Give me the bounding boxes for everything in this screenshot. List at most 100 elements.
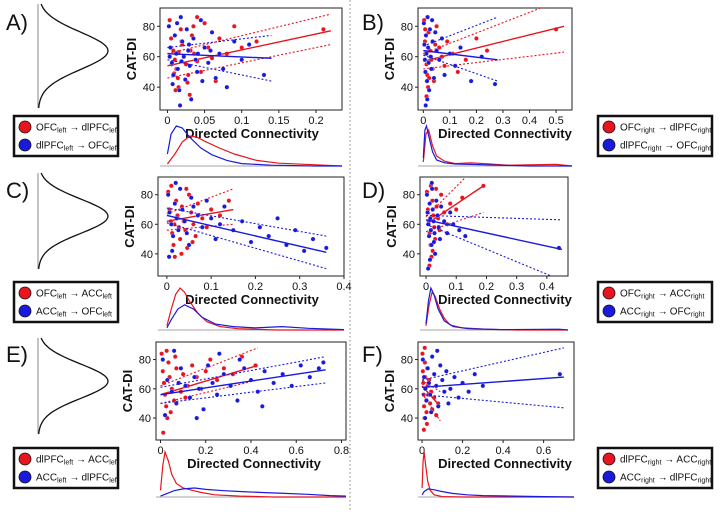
plot-data	[420, 345, 564, 433]
legend-to-sub: left	[109, 478, 118, 485]
data-point	[453, 207, 459, 212]
legend-arrow: →	[664, 141, 674, 152]
legend-to: OFC	[670, 307, 691, 318]
data-point	[429, 17, 435, 23]
data-point	[209, 30, 215, 35]
x-tick-label: 0.4	[522, 115, 537, 127]
y-tick-label: 60	[141, 219, 153, 231]
data-point	[421, 427, 427, 433]
legend-to-sub: right	[698, 146, 712, 153]
legend-to-sub: left	[109, 128, 118, 135]
legend-box	[596, 114, 714, 158]
data-point	[166, 360, 171, 365]
data-point	[222, 204, 227, 209]
series-blue	[166, 14, 272, 108]
data-point	[174, 401, 179, 406]
data-point	[423, 103, 429, 108]
data-point	[323, 245, 329, 251]
x-tick-label: 0	[164, 281, 170, 293]
data-point	[423, 69, 428, 75]
marginal-curve-blue	[421, 488, 575, 498]
legend-marker-red	[602, 120, 616, 134]
confidence-bound-lower	[423, 54, 498, 82]
series-red	[165, 183, 234, 260]
data-point	[177, 236, 183, 242]
data-point	[428, 227, 434, 233]
legend-from-sub: left	[57, 312, 66, 319]
series-red	[424, 177, 486, 269]
data-point	[171, 48, 176, 53]
legend-box	[12, 446, 120, 490]
data-point	[557, 371, 563, 377]
data-point	[193, 233, 198, 239]
legend-entry: ACCright → OFCright	[620, 307, 705, 319]
data-point	[420, 351, 425, 357]
data-point	[427, 26, 433, 32]
legend-to: ACC	[670, 289, 691, 300]
data-point	[432, 230, 437, 236]
confidence-bound-upper	[421, 347, 564, 381]
data-point	[172, 201, 178, 206]
data-point	[237, 357, 243, 362]
data-point	[160, 368, 166, 374]
legend-entry: OFCleft → ACCleft	[36, 289, 112, 301]
legend-from: OFC	[36, 123, 57, 134]
data-point	[226, 198, 232, 203]
series-blue	[424, 180, 563, 276]
data-point	[421, 20, 427, 26]
legend-from-sub: right	[641, 128, 655, 135]
legend-to-sub: left	[109, 146, 118, 153]
data-point	[163, 404, 169, 409]
data-point	[216, 351, 222, 357]
data-point	[472, 371, 478, 377]
confidence-bound-lower	[423, 51, 565, 70]
marginal-density	[156, 449, 347, 498]
data-point	[208, 207, 214, 212]
data-point	[427, 257, 433, 263]
legend-to-sub: right	[698, 478, 712, 485]
y-tick-label: 80	[143, 21, 155, 33]
data-point	[178, 14, 184, 20]
data-point	[171, 242, 176, 248]
legend-to: dlPFC	[670, 473, 698, 484]
legend-from: OFC	[620, 123, 641, 134]
legend-entry: OFCleft → dlPFCleft	[36, 123, 119, 135]
x-tick-label: 0.4	[539, 281, 554, 293]
panel-label: A)	[6, 10, 28, 35]
data-point	[438, 192, 444, 198]
marginal-curve-blue	[166, 125, 342, 167]
data-point	[435, 404, 441, 409]
data-point	[321, 360, 326, 365]
data-point	[201, 406, 206, 412]
data-point	[421, 404, 427, 409]
marginal-density	[160, 125, 343, 167]
legend-from: dlPFC	[36, 141, 64, 152]
data-point	[220, 66, 226, 72]
y-axis-label: CAT-DI	[120, 370, 135, 412]
legend-from-sub: right	[641, 294, 655, 301]
y-tick-label: 40	[401, 413, 413, 425]
legend-from: ACC	[620, 473, 641, 484]
data-point	[192, 374, 197, 380]
y-axis-label: CAT-DI	[122, 205, 137, 247]
legend-to-sub: left	[103, 312, 112, 319]
confidence-bound-lower	[167, 59, 272, 82]
legend-arrow: →	[69, 307, 79, 318]
legend-to: ACC	[88, 455, 109, 466]
legend-arrow: →	[76, 141, 86, 152]
plot-data	[166, 13, 332, 108]
legend-to: dlPFC	[81, 123, 109, 134]
x-tick-label: 0.1	[203, 281, 218, 293]
data-point	[174, 20, 180, 26]
data-point	[167, 210, 172, 215]
data-point	[167, 54, 173, 60]
y-axis-label: CAT-DI	[382, 370, 397, 412]
data-point	[175, 66, 181, 72]
data-point	[167, 17, 173, 23]
plot-frame	[159, 7, 343, 111]
y-tick-label: 40	[403, 249, 415, 261]
